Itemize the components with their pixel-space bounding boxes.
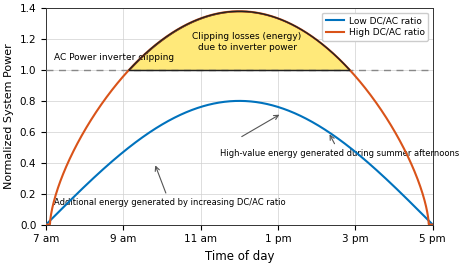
High DC/AC ratio	[430, 223, 436, 226]
High DC/AC ratio	[213, 12, 219, 15]
Legend: Low DC/AC ratio, High DC/AC ratio: Low DC/AC ratio, High DC/AC ratio	[322, 13, 428, 41]
Low DC/AC ratio	[43, 223, 49, 226]
Line: High DC/AC ratio: High DC/AC ratio	[46, 11, 433, 225]
Text: Clipping losses (energy)
due to inverter power: Clipping losses (energy) due to inverter…	[192, 33, 302, 52]
Low DC/AC ratio	[82, 184, 88, 187]
High DC/AC ratio	[237, 10, 242, 13]
High DC/AC ratio	[345, 66, 351, 70]
Low DC/AC ratio	[352, 150, 358, 153]
High DC/AC ratio	[200, 16, 205, 19]
Text: Additional energy generated by increasing DC/AC ratio: Additional energy generated by increasin…	[54, 167, 285, 207]
Low DC/AC ratio	[430, 223, 436, 226]
High DC/AC ratio	[352, 74, 358, 77]
High DC/AC ratio	[82, 127, 88, 131]
Y-axis label: Normalized System Power: Normalized System Power	[4, 44, 14, 189]
Low DC/AC ratio	[237, 99, 242, 103]
Low DC/AC ratio	[200, 105, 205, 108]
Line: Low DC/AC ratio: Low DC/AC ratio	[46, 101, 433, 225]
X-axis label: Time of day: Time of day	[205, 250, 274, 263]
High DC/AC ratio	[43, 223, 49, 226]
Low DC/AC ratio	[309, 120, 315, 123]
Text: AC Power inverter clipping: AC Power inverter clipping	[54, 53, 174, 62]
Low DC/AC ratio	[213, 101, 219, 105]
High DC/AC ratio	[309, 35, 315, 38]
Text: High-value energy generated during summer afternoons: High-value energy generated during summe…	[220, 135, 459, 158]
Low DC/AC ratio	[345, 144, 351, 148]
